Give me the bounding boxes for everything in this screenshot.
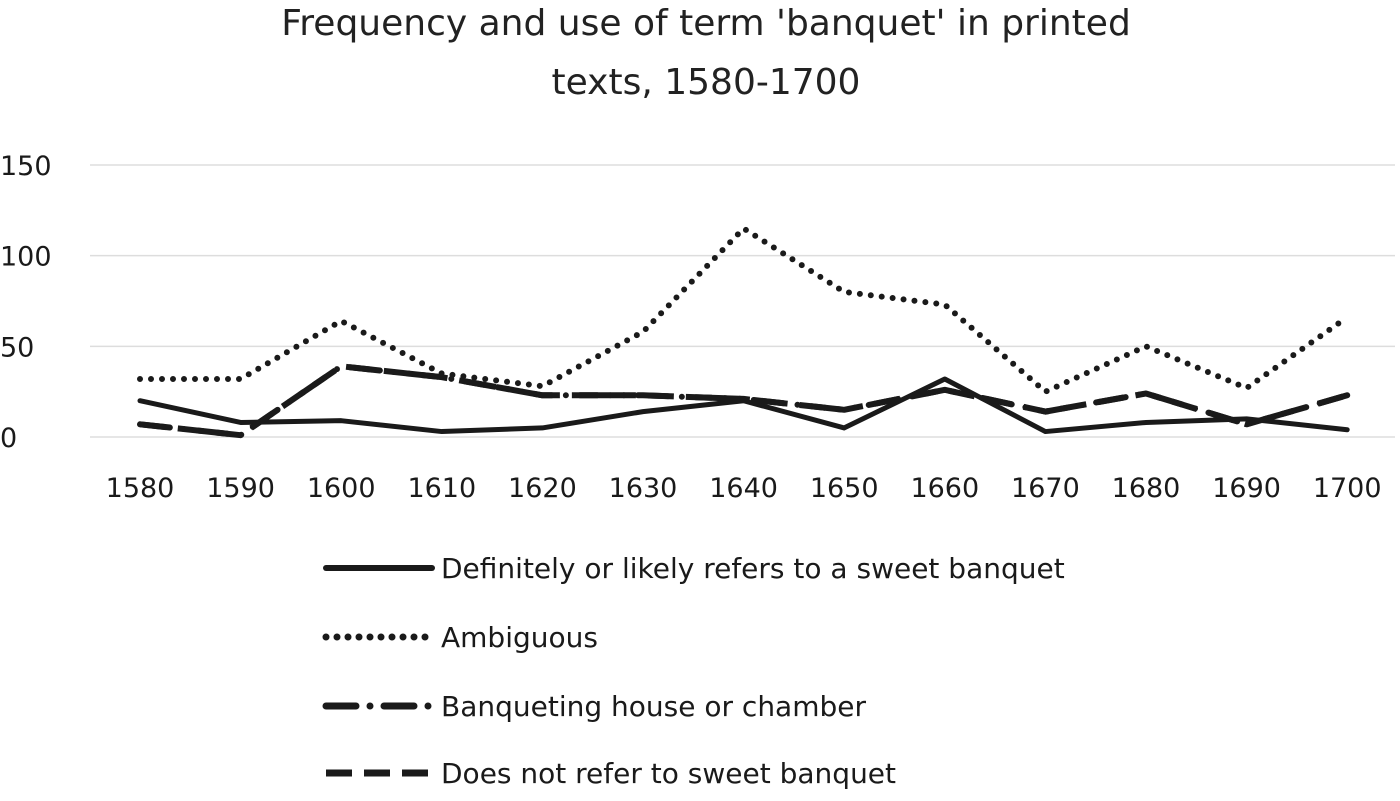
legend-item: Does not refer to sweet banquet (326, 757, 896, 790)
x-tick-label: 1680 (1112, 473, 1181, 504)
series-line (139, 363, 1349, 439)
legend: Definitely or likely refers to a sweet b… (322, 552, 1065, 790)
series-3 (139, 363, 1349, 439)
x-tick-label: 1640 (709, 473, 778, 504)
chart-title-line-2: texts, 1580-1700 (552, 62, 861, 103)
x-tick-label: 1700 (1313, 473, 1382, 504)
chart-title-line-1: Frequency and use of term 'banquet' in p… (281, 3, 1131, 44)
x-tick-label: 1650 (810, 473, 879, 504)
x-tick-label: 1600 (307, 473, 376, 504)
series-lines (137, 225, 1351, 439)
x-tick-label: 1610 (407, 473, 476, 504)
x-tick-label: 1620 (508, 473, 577, 504)
y-axis-ticks: 0 50 100 150 (0, 151, 52, 454)
gridlines (90, 164, 1395, 438)
y-tick-label: 50 (0, 332, 34, 363)
x-tick-label: 1590 (206, 473, 275, 504)
legend-item: Definitely or likely refers to a sweet b… (323, 552, 1065, 585)
y-tick-label: 0 (0, 423, 17, 454)
chart-title: Frequency and use of term 'banquet' in p… (281, 3, 1131, 103)
x-axis-ticks: 1580 1590 1600 1610 1620 1630 1640 1650 1660 1670… (106, 473, 1382, 504)
legend-label: Banqueting house or chamber (441, 690, 866, 723)
y-tick-label: 100 (0, 242, 52, 273)
series-0 (137, 376, 1350, 435)
legend-label: Ambiguous (441, 621, 598, 654)
series-line (137, 376, 1350, 435)
x-tick-label: 1630 (609, 473, 678, 504)
y-tick-label: 150 (0, 151, 52, 182)
legend-item: Ambiguous (322, 621, 598, 654)
legend-label: Does not refer to sweet banquet (441, 757, 896, 790)
x-tick-label: 1580 (106, 473, 175, 504)
legend-label: Definitely or likely refers to a sweet b… (441, 552, 1065, 585)
series-1 (137, 225, 1351, 395)
legend-item: Banqueting house or chamber (322, 690, 866, 723)
x-tick-label: 1670 (1011, 473, 1080, 504)
x-tick-label: 1690 (1212, 473, 1281, 504)
series-line (137, 225, 1351, 395)
x-tick-label: 1660 (910, 473, 979, 504)
